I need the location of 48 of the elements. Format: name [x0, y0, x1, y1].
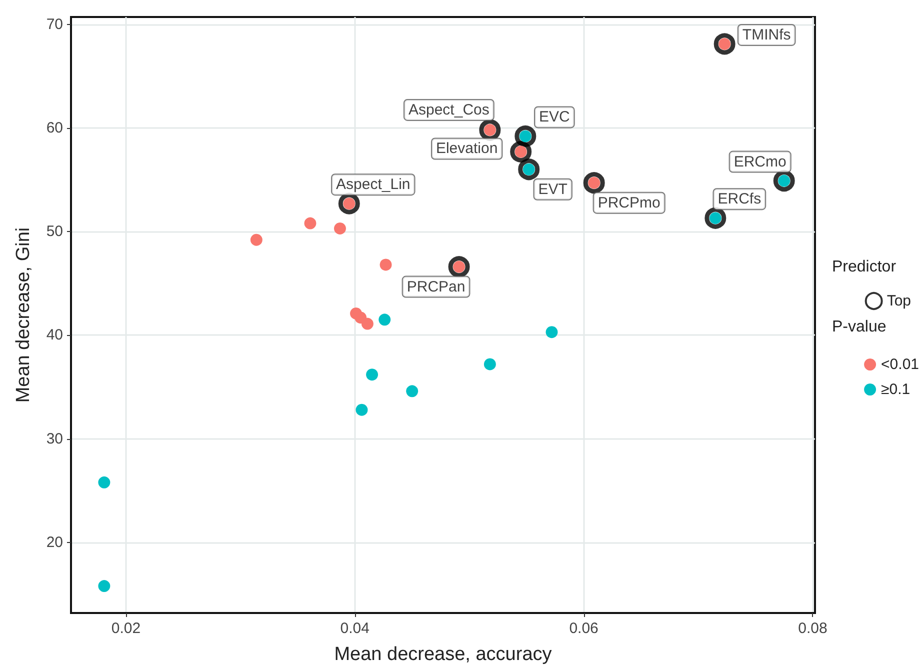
x-tick-label: 0.06 — [569, 620, 598, 637]
point — [250, 234, 262, 246]
legend-label: ≥0.1 — [881, 381, 910, 398]
point — [514, 125, 536, 147]
y-tick-label: 40 — [46, 326, 63, 344]
point — [448, 256, 470, 278]
point — [366, 368, 378, 381]
text: P-value — [832, 318, 886, 336]
point — [380, 258, 392, 271]
y-tick-label: 60 — [46, 119, 63, 136]
annotation: PRCPan — [406, 278, 466, 296]
point — [334, 222, 346, 234]
x-axis-title: Mean decrease, accuracy — [334, 644, 552, 665]
legend-label: <0.01 — [881, 356, 920, 373]
legend-title: Predictor — [832, 258, 897, 276]
point — [304, 217, 316, 230]
legend-label: Top — [886, 292, 912, 310]
annotation: Aspect_Cos — [408, 101, 490, 118]
annotation: Elevation — [436, 140, 498, 158]
point — [704, 207, 726, 229]
point — [98, 476, 110, 488]
point — [583, 172, 605, 194]
point — [356, 404, 368, 416]
point — [361, 318, 374, 330]
point — [510, 141, 532, 162]
annotation: Aspect_Lin — [336, 176, 410, 194]
point — [338, 192, 360, 214]
annotation: EVC — [538, 108, 570, 126]
point — [484, 358, 496, 370]
annotation: ERCmo — [734, 153, 786, 170]
y-tick-label: 20 — [46, 534, 63, 552]
y-tick-label: 50 — [46, 223, 63, 240]
annotation: EVT — [538, 180, 568, 198]
x-tick-label: 0.04 — [340, 620, 370, 637]
point — [714, 33, 736, 55]
x-tick-label: 0.08 — [798, 620, 828, 637]
annotation: TMINfs — [742, 26, 791, 44]
x-tick-label: 0.02 — [111, 620, 141, 637]
point — [546, 326, 558, 338]
y-tick-label: 30 — [46, 430, 63, 448]
point — [378, 314, 391, 326]
annotation: PRCPmo — [598, 194, 660, 212]
point — [518, 158, 540, 180]
point — [406, 385, 418, 398]
point — [98, 580, 110, 592]
y-tick-label: 70 — [46, 16, 63, 33]
y-axis-title: Mean decrease, Gini — [13, 227, 34, 403]
annotation: ERCfs — [718, 190, 762, 208]
